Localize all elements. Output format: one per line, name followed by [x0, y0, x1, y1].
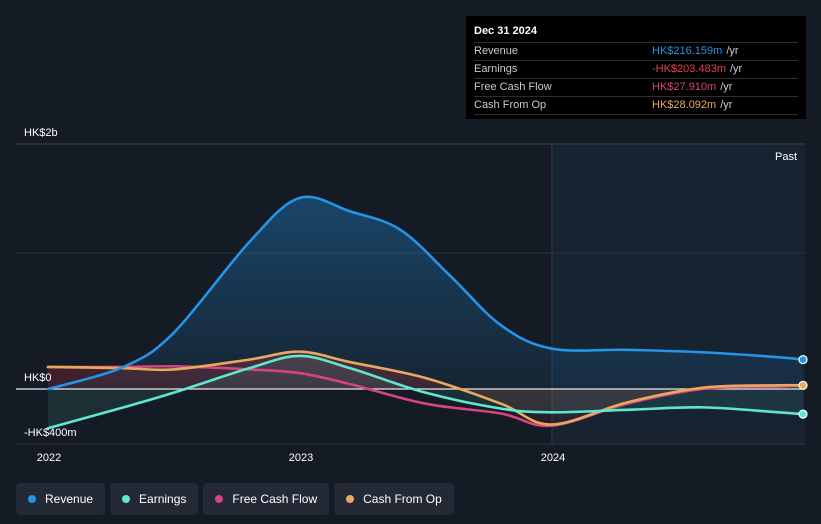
revenue-line: [46, 195, 805, 391]
legend: Revenue Earnings Free Cash Flow Cash Fro…: [16, 483, 454, 515]
tooltip-value: HK$28.092m: [652, 99, 717, 111]
past-label: Past: [775, 151, 797, 163]
tooltip-value: HK$216.159m: [652, 45, 723, 57]
x-tick-label: 2024: [541, 452, 565, 464]
tooltip-label: Earnings: [474, 63, 518, 75]
legend-label: Earnings: [139, 492, 187, 506]
tooltip-unit: /yr: [720, 81, 733, 93]
tooltip-value: -HK$203.483m: [652, 63, 726, 75]
legend-item-cash-from-op[interactable]: Cash From Op: [334, 483, 454, 515]
y-label-zero: HK$0: [24, 372, 52, 384]
y-label-top: HK$2b: [24, 127, 58, 139]
legend-dot-icon: [346, 495, 355, 503]
x-tick-label: 2022: [37, 452, 61, 464]
revenue-area: [48, 196, 803, 389]
tooltip-unit: /yr: [726, 45, 739, 57]
legend-item-free-cash-flow[interactable]: Free Cash Flow: [203, 483, 330, 515]
x-tick-label: 2023: [289, 452, 313, 464]
legend-dot-icon: [215, 495, 224, 503]
revenue-end-marker: [798, 355, 808, 365]
cash-from-op-end-marker: [798, 380, 808, 390]
tooltip-label: Cash From Op: [474, 99, 547, 111]
tooltip-row-earnings: Earnings -HK$203.483m/yr: [474, 61, 798, 79]
legend-dot-icon: [28, 495, 36, 503]
legend-label: Free Cash Flow: [232, 492, 318, 506]
tooltip-unit: /yr: [720, 99, 733, 111]
cash-from-op-line: [46, 350, 805, 426]
legend-dot-icon: [122, 495, 131, 503]
legend-label: Cash From Op: [363, 492, 442, 506]
tooltip-value: HK$27.910m: [652, 81, 717, 93]
tooltip-panel: Dec 31 2024 Revenue HK$216.159m/yr Earni…: [466, 16, 806, 119]
tooltip-row-free-cash-flow: Free Cash Flow HK$27.910m/yr: [474, 79, 798, 97]
earnings-line: [46, 354, 805, 430]
legend-item-earnings[interactable]: Earnings: [110, 483, 199, 515]
legend-label: Revenue: [45, 492, 94, 506]
y-label-bottom: -HK$400m: [24, 427, 77, 439]
tooltip-unit: /yr: [730, 63, 743, 75]
tooltip-label: Revenue: [474, 45, 519, 57]
tooltip-label: Free Cash Flow: [474, 81, 552, 93]
earnings-end-marker: [798, 409, 808, 419]
legend-item-revenue[interactable]: Revenue: [16, 483, 106, 515]
tooltip-date: Dec 31 2024: [474, 24, 798, 43]
tooltip-row-revenue: Revenue HK$216.159m/yr: [474, 43, 798, 61]
tooltip-row-cash-from-op: Cash From Op HK$28.092m/yr: [474, 97, 798, 115]
